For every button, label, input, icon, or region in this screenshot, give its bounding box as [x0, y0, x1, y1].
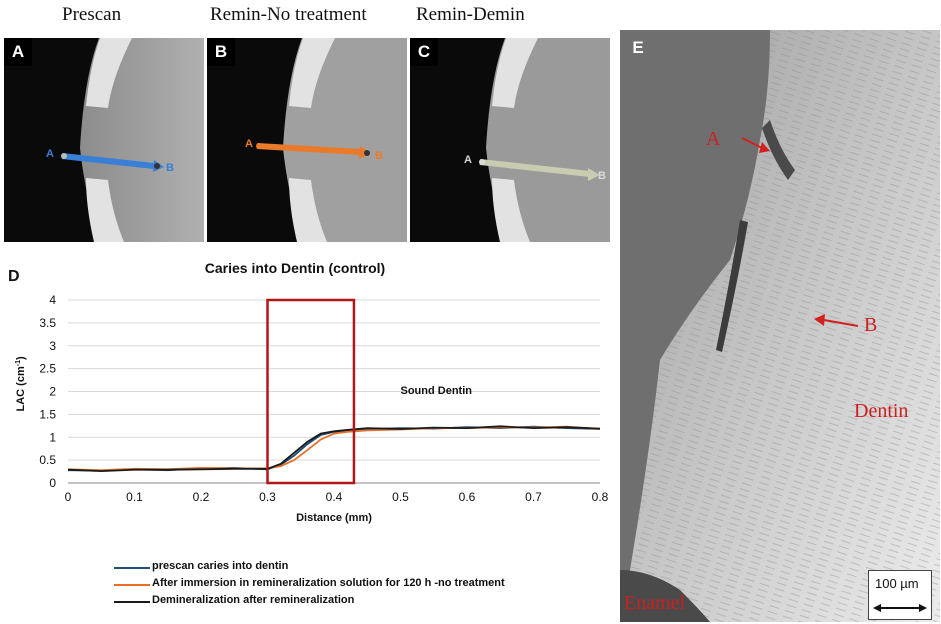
- chart-title: Caries into Dentin (control): [204, 260, 386, 276]
- profile-arrow-c: [479, 159, 591, 177]
- y-tick-label: 3: [49, 339, 56, 353]
- y-axis-label: LAC (cm-1): [15, 356, 27, 411]
- point-label-a-end: B: [166, 162, 174, 174]
- legend-item: prescan caries into dentin: [152, 560, 289, 572]
- highlight-box: [266, 298, 356, 485]
- sem-label-b: B: [864, 314, 878, 336]
- ct-panel-b: B A B: [207, 38, 407, 242]
- x-axis-ticks: 0 0.1 0.2 0.3 0.4 0.5 0.6 0.7 0.8: [65, 490, 609, 504]
- panel-badge-c: C: [410, 38, 438, 66]
- panel-badge-a: A: [4, 38, 32, 66]
- y-tick-label: 2.5: [39, 362, 56, 376]
- point-label-a-start: A: [46, 148, 54, 160]
- series-line: [67, 425, 601, 472]
- chart-gridlines: [68, 299, 600, 484]
- legend-swatch: [114, 601, 150, 603]
- ct-panel-c: C A B: [410, 38, 610, 242]
- x-tick-label: 0: [65, 490, 72, 504]
- x-tick-label: 0.7: [525, 490, 542, 504]
- y-tick-label: 0: [49, 476, 56, 490]
- ct-scan-image-c: [479, 38, 610, 242]
- x-tick-label: 0.8: [592, 490, 609, 504]
- ct-scan-image-a: [61, 38, 204, 242]
- x-tick-label: 0.6: [459, 490, 476, 504]
- x-tick-label: 0.4: [326, 490, 343, 504]
- point-label-c-start: A: [464, 154, 472, 166]
- y-tick-label: 1.5: [39, 407, 56, 421]
- x-tick-label: 0.1: [126, 490, 143, 504]
- series-line: [67, 425, 601, 473]
- y-axis-ticks: 0 0.5 1 1.5 2 2.5 3 3.5 4: [39, 293, 56, 490]
- ct-panel-a: A A B: [4, 38, 204, 242]
- point-label-c-end: B: [598, 170, 606, 182]
- ct-scan-image-b: [256, 38, 407, 242]
- x-tick-label: 0.3: [259, 490, 276, 504]
- sem-label-enamel: Enamel: [624, 592, 686, 614]
- legend-swatch: [114, 584, 150, 586]
- chart-series: [67, 425, 601, 473]
- y-tick-label: 0.5: [39, 453, 56, 467]
- sem-label-dentin: Dentin: [854, 400, 909, 422]
- panel-badge-e: E: [632, 38, 644, 57]
- scale-bar-arrow-icon: [873, 604, 927, 612]
- sem-micrograph: [620, 30, 940, 622]
- y-tick-label: 3.5: [39, 316, 56, 330]
- x-tick-label: 0.2: [193, 490, 210, 504]
- x-axis-label: Distance (mm): [296, 512, 372, 524]
- header-remin-no-treatment: Remin-No treatment: [210, 4, 367, 25]
- panel-badge-d: D: [8, 268, 20, 285]
- scale-bar: 100 µm: [868, 570, 932, 620]
- sem-image-panel: E A B Dentin Enamel 100 µm: [620, 30, 940, 622]
- y-tick-label: 4: [49, 293, 56, 307]
- legend-swatch: [114, 567, 150, 569]
- y-tick-label: 1: [49, 430, 56, 444]
- profile-arrow-b: [256, 143, 362, 155]
- sound-dentin-annotation: Sound Dentin: [401, 385, 473, 397]
- sem-arrow-b: [823, 319, 859, 327]
- sem-label-a: A: [706, 128, 721, 150]
- legend-item: After immersion in remineralization solu…: [152, 577, 505, 589]
- profile-arrow-a: [61, 153, 155, 169]
- panel-badge-b: B: [207, 38, 235, 66]
- scale-bar-label: 100 µm: [875, 576, 919, 591]
- point-label-b-start: A: [245, 138, 253, 150]
- header-remin-demin: Remin-Demin: [416, 4, 525, 25]
- y-tick-label: 2: [49, 385, 56, 399]
- legend-item: Demineralization after remineralization: [152, 594, 355, 606]
- sem-arrow-a: [741, 137, 763, 149]
- header-prescan: Prescan: [62, 4, 122, 25]
- lac-line-chart: 0 0.5 1 1.5 2 2.5 3 3.5 4 0 0.1 0.2 0.3 0.4 0.5 0.6 0.7…: [15, 293, 609, 524]
- point-label-b-end: B: [375, 150, 383, 162]
- x-tick-label: 0.5: [392, 490, 409, 504]
